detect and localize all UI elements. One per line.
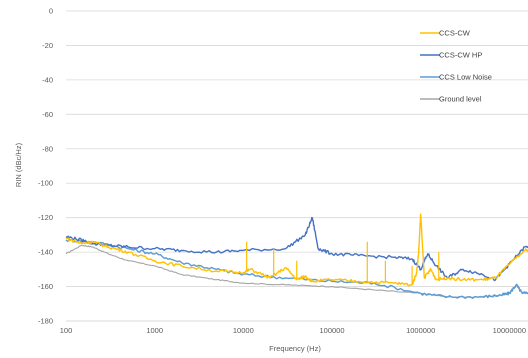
y-tick-label: 0	[49, 7, 53, 16]
x-tick-label: 10000000	[493, 326, 526, 335]
x-tick-label: 1000	[146, 326, 163, 335]
series-lines	[65, 213, 528, 299]
series-line-ccs-low-noise	[65, 238, 528, 299]
y-tick-label: -60	[42, 110, 53, 119]
y-axis-title: RIN (dBc/Hz)	[14, 142, 23, 187]
x-tick-label: 100000	[319, 326, 344, 335]
x-tick-label: 10000	[233, 326, 254, 335]
y-tick-label: -20	[42, 41, 53, 50]
x-axis-title: Frequency (Hz)	[269, 344, 321, 353]
y-tick-label: -140	[38, 248, 53, 257]
axes: 0 -20 -40 -60 -80 -100 -120 -140 -160 -180 100 1000…	[38, 7, 528, 335]
legend-label: CCS Low Noise	[439, 73, 492, 82]
legend: CCS-CW CCS-CW HP CCS Low Noise Ground level	[420, 29, 492, 104]
legend-label: CCS-CW HP	[439, 51, 482, 60]
series-line-ccs-cw-hp	[65, 216, 528, 282]
y-tick-label: -160	[38, 282, 53, 291]
y-tick-label: -120	[38, 213, 53, 222]
x-tick-label: 1000000	[406, 326, 435, 335]
y-tick-label: -180	[38, 317, 53, 326]
legend-label: CCS-CW	[439, 29, 471, 38]
legend-label: Ground level	[439, 95, 482, 104]
y-tick-label: -100	[38, 179, 53, 188]
y-tick-label: -80	[42, 144, 53, 153]
y-tick-label: -40	[42, 75, 53, 84]
x-tick-label: 100	[60, 326, 73, 335]
